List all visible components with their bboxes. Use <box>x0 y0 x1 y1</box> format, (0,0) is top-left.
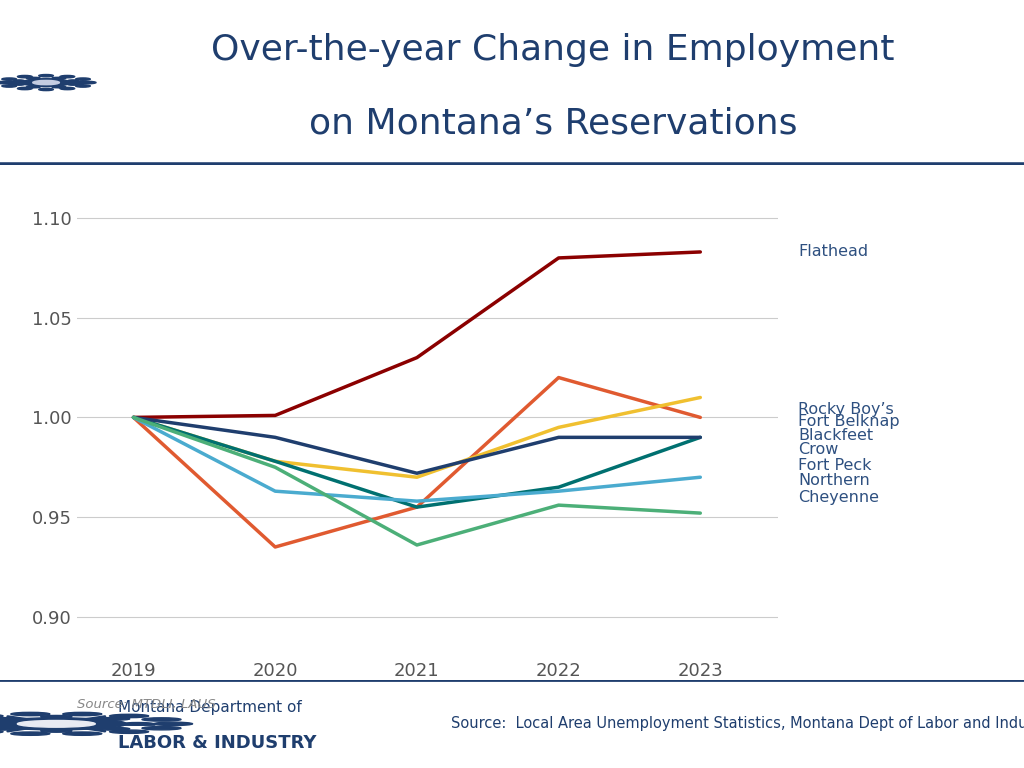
Text: Fort Peck: Fort Peck <box>798 458 871 473</box>
Circle shape <box>17 75 32 78</box>
Circle shape <box>60 75 75 78</box>
Circle shape <box>98 717 130 720</box>
Circle shape <box>39 74 53 77</box>
Circle shape <box>60 88 75 90</box>
Text: Crow: Crow <box>798 442 839 457</box>
Circle shape <box>30 78 40 79</box>
Circle shape <box>68 84 79 85</box>
Circle shape <box>0 718 126 730</box>
Text: LABOR & INDUSTRY: LABOR & INDUSTRY <box>118 734 316 753</box>
Circle shape <box>11 732 50 735</box>
Circle shape <box>13 84 25 85</box>
Text: Northern
Cheyenne: Northern Cheyenne <box>798 473 879 505</box>
Circle shape <box>0 81 11 84</box>
Text: Over-the-year Change in Employment: Over-the-year Change in Employment <box>211 32 895 67</box>
Circle shape <box>81 81 96 84</box>
Circle shape <box>11 713 50 716</box>
Text: on Montana’s Reservations: on Montana’s Reservations <box>308 107 798 141</box>
Circle shape <box>0 714 3 717</box>
Circle shape <box>52 78 62 79</box>
Text: Flathead: Flathead <box>798 244 868 260</box>
Circle shape <box>62 732 101 735</box>
Circle shape <box>17 88 32 90</box>
Circle shape <box>154 722 193 726</box>
Circle shape <box>0 717 14 720</box>
Text: Fort Belknap: Fort Belknap <box>798 414 899 429</box>
Circle shape <box>76 84 90 88</box>
Circle shape <box>41 730 72 732</box>
Circle shape <box>41 716 72 718</box>
Text: Montana Department of: Montana Department of <box>118 700 301 716</box>
Circle shape <box>142 727 181 730</box>
Circle shape <box>2 84 16 88</box>
Circle shape <box>52 86 62 88</box>
Circle shape <box>142 718 181 721</box>
Circle shape <box>76 78 90 81</box>
Circle shape <box>13 80 25 81</box>
Circle shape <box>68 80 79 81</box>
Circle shape <box>2 78 16 81</box>
Text: Source: MTDLI, LAUS: Source: MTDLI, LAUS <box>77 698 215 711</box>
Circle shape <box>17 720 95 727</box>
Text: Blackfeet: Blackfeet <box>798 428 873 443</box>
Text: Source:  Local Area Unemployment Statistics, Montana Dept of Labor and Industry: Source: Local Area Unemployment Statisti… <box>451 717 1024 731</box>
Circle shape <box>0 727 14 730</box>
Circle shape <box>110 714 148 717</box>
Circle shape <box>39 88 53 91</box>
Circle shape <box>98 727 130 730</box>
Text: Rocky Boy’s: Rocky Boy’s <box>798 402 894 417</box>
Circle shape <box>23 78 70 87</box>
Circle shape <box>30 86 40 88</box>
Circle shape <box>33 81 59 84</box>
Circle shape <box>110 730 148 733</box>
Circle shape <box>62 713 101 716</box>
Circle shape <box>123 723 154 725</box>
Circle shape <box>0 730 3 733</box>
